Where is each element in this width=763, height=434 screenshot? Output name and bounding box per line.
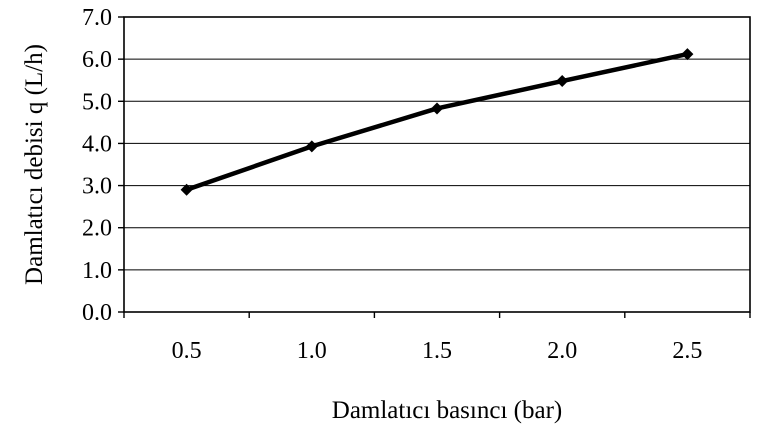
series-line bbox=[184, 51, 690, 193]
x-tick-label: 2.0 bbox=[547, 338, 577, 364]
data-point-marker bbox=[180, 183, 193, 196]
x-tick-label: 1.0 bbox=[297, 338, 327, 364]
data-point-marker bbox=[305, 140, 318, 153]
x-axis-title: Damlatıcı basıncı (bar) bbox=[332, 397, 562, 424]
y-tick-label: 7.0 bbox=[82, 5, 112, 31]
y-tick-label: 3.0 bbox=[82, 174, 112, 200]
series-group bbox=[180, 48, 694, 196]
y-axis-title: Damlatıcı debisi q (L/h) bbox=[21, 44, 48, 285]
x-tick-label: 2.5 bbox=[672, 338, 702, 364]
x-tick-label: 1.5 bbox=[422, 338, 452, 364]
y-tick-label: 0.0 bbox=[82, 300, 112, 326]
data-point-marker bbox=[681, 48, 694, 61]
x-tick-label: 0.5 bbox=[172, 338, 202, 364]
y-tick-label: 4.0 bbox=[82, 131, 112, 157]
y-tick-label: 2.0 bbox=[82, 216, 112, 242]
x-axis-ticks: 0.5 1.0 1.5 2.0 2.5 bbox=[123, 312, 751, 364]
y-tick-label: 5.0 bbox=[82, 89, 112, 115]
y-tick-label: 6.0 bbox=[82, 47, 112, 73]
gridlines bbox=[124, 58, 750, 271]
y-tick-label: 1.0 bbox=[82, 258, 112, 284]
y-axis-ticks: 0.0 1.0 2.0 3.0 4.0 5.0 6.0 7.0 bbox=[82, 5, 124, 326]
plot-area-frame bbox=[123, 16, 751, 313]
data-point-marker bbox=[556, 75, 569, 88]
data-point-marker bbox=[431, 102, 443, 115]
